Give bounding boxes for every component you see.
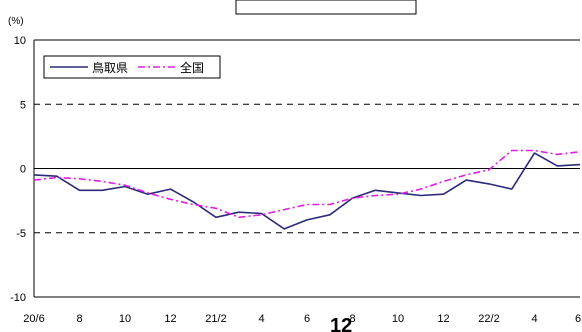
x-tick-label: 8 (349, 313, 355, 325)
x-tick-label: 4 (258, 313, 264, 325)
series-line-0 (33, 152, 581, 230)
x-tick-label: 12 (437, 313, 449, 325)
x-tick-label: 8 (76, 313, 82, 325)
x-tick-label: 4 (531, 313, 537, 325)
x-tick-label: 22/2 (478, 313, 499, 325)
legend-label-series-1: 全国 (180, 60, 204, 75)
x-tick-label: 10 (119, 313, 131, 325)
x-tick-label: 21/2 (205, 313, 226, 325)
y-tick-label: -10 (10, 292, 26, 304)
x-tick-label: 10 (392, 313, 404, 325)
page-number: 12 (330, 315, 352, 332)
x-axis-ticks: 20/6 8 10 12 21/2 4 6 8 10 12 22/2 4 6 (23, 313, 581, 325)
series-line-1 (33, 149, 581, 219)
y-tick-label: 5 (20, 99, 26, 111)
x-tick-label: 6 (304, 313, 310, 325)
y-unit-label: (%) (8, 16, 24, 27)
y-tick-label: -5 (16, 228, 26, 240)
title-box (235, 0, 417, 15)
legend-box (43, 55, 221, 79)
legend: 鳥取県 全国 (43, 55, 221, 79)
x-tick-label: 20/6 (23, 313, 44, 325)
y-tick-label: 10 (14, 35, 26, 47)
x-tick-label: 12 (164, 313, 176, 325)
y-tick-label: 0 (20, 164, 26, 176)
x-tick-label: 6 (575, 313, 581, 325)
legend-label-series-0: 鳥取県 (92, 60, 128, 75)
series-layer (33, 149, 581, 230)
y-axis-ticks: 10 5 0 -5 -10 (10, 35, 26, 304)
gridlines (33, 39, 580, 298)
